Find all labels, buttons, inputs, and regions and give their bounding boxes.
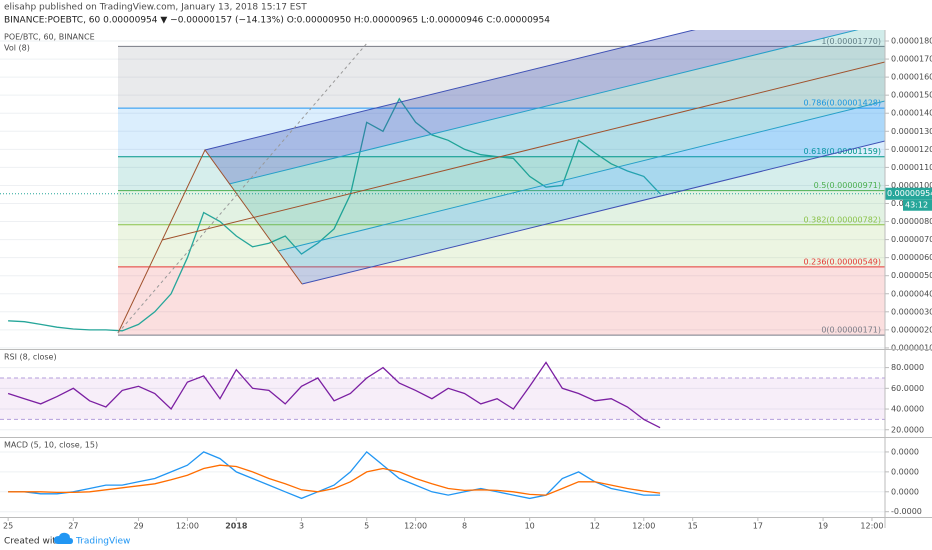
series-line <box>8 450 661 500</box>
x-tick-label: 12:00 <box>176 522 199 531</box>
fork-median <box>161 61 885 241</box>
macd-pane <box>0 450 885 513</box>
fib-zone <box>118 266 885 336</box>
x-tick-label: 27 <box>68 522 78 531</box>
y-tick-label: 60.0000 <box>891 384 924 393</box>
pane-title: MACD (5, 10, close, 15) <box>4 441 98 450</box>
price-pane: 1(0.00001770)0.786(0.00001428)0.618(0.00… <box>0 37 885 349</box>
fork-line <box>301 140 885 285</box>
y-tick-label: 80.0000 <box>891 363 924 372</box>
fork-band <box>278 101 885 284</box>
rsi-pane <box>0 361 885 431</box>
fib-label: 0.5(0.00000971) <box>814 181 881 190</box>
x-tick-label: 3 <box>299 522 304 531</box>
x-tick-label: 15 <box>688 522 698 531</box>
x-tick-label: 12:00 <box>404 522 427 531</box>
last-price-label: 0.00000954 <box>887 189 932 198</box>
x-tick-label: 12 <box>590 522 600 531</box>
x-tick-label: 29 <box>133 522 143 531</box>
brand-logo <box>54 532 73 544</box>
series-line <box>7 361 661 429</box>
fib-zone <box>118 156 885 191</box>
quote-line: BINANCE:POEBTC, 60 0.00000954 ▼ −0.00000… <box>4 16 550 26</box>
footer-brand: TradingView <box>75 537 130 547</box>
y-tick-label: 20.0000 <box>891 425 924 434</box>
x-tick-label: 12:00 <box>860 522 883 531</box>
fib-label: 0.236(0.00000549) <box>804 257 882 266</box>
x-tick-label: 8 <box>462 522 467 531</box>
y-tick-label: 0.0000 <box>891 467 919 476</box>
pane-subtitle: Vol (8) <box>4 44 30 53</box>
fib-label: 1(0.00001770) <box>821 37 881 46</box>
y-tick-label: -0.0000 <box>891 507 922 516</box>
series-line <box>8 464 661 496</box>
fib-label: 0(0.00000171) <box>821 326 881 335</box>
series-line <box>8 97 661 332</box>
x-tick-label: 2018 <box>225 522 248 531</box>
y-tick-label: 0.0000 <box>891 447 919 456</box>
x-tick-label: 17 <box>753 522 763 531</box>
pitchfork <box>117 30 885 334</box>
pane-title: RSI (8, close) <box>4 353 57 362</box>
x-tick-label: 12:00 <box>632 522 655 531</box>
x-tick-label: 10 <box>525 522 535 531</box>
y-tick-label: 40.0000 <box>891 405 924 414</box>
countdown-box <box>903 199 932 211</box>
x-tick-label: 19 <box>818 522 828 531</box>
fork-line <box>204 30 696 151</box>
fork-band <box>205 30 857 184</box>
y-tick-label: 0.0000 <box>891 487 919 496</box>
x-tick-label: 5 <box>364 522 369 531</box>
fib-label: 0.786(0.00001428) <box>804 99 882 108</box>
x-tick-label: 25 <box>3 522 13 531</box>
published-line: elisahp published on TradingView.com, Ja… <box>4 3 307 13</box>
footer-created: Created with <box>4 537 62 547</box>
countdown: 43:12 <box>905 201 928 210</box>
fork-line <box>228 30 859 185</box>
last-price-box <box>885 187 932 200</box>
fork-handle <box>117 149 303 334</box>
pane-title: POE/BTC, 60, BINANCE <box>4 33 95 42</box>
fib-zone <box>118 224 885 267</box>
fib-label: 0.382(0.00000782) <box>804 215 882 224</box>
fork-line <box>277 100 885 252</box>
fork-band <box>229 30 885 251</box>
trend-line <box>117 41 369 334</box>
rsi-band <box>0 377 885 420</box>
